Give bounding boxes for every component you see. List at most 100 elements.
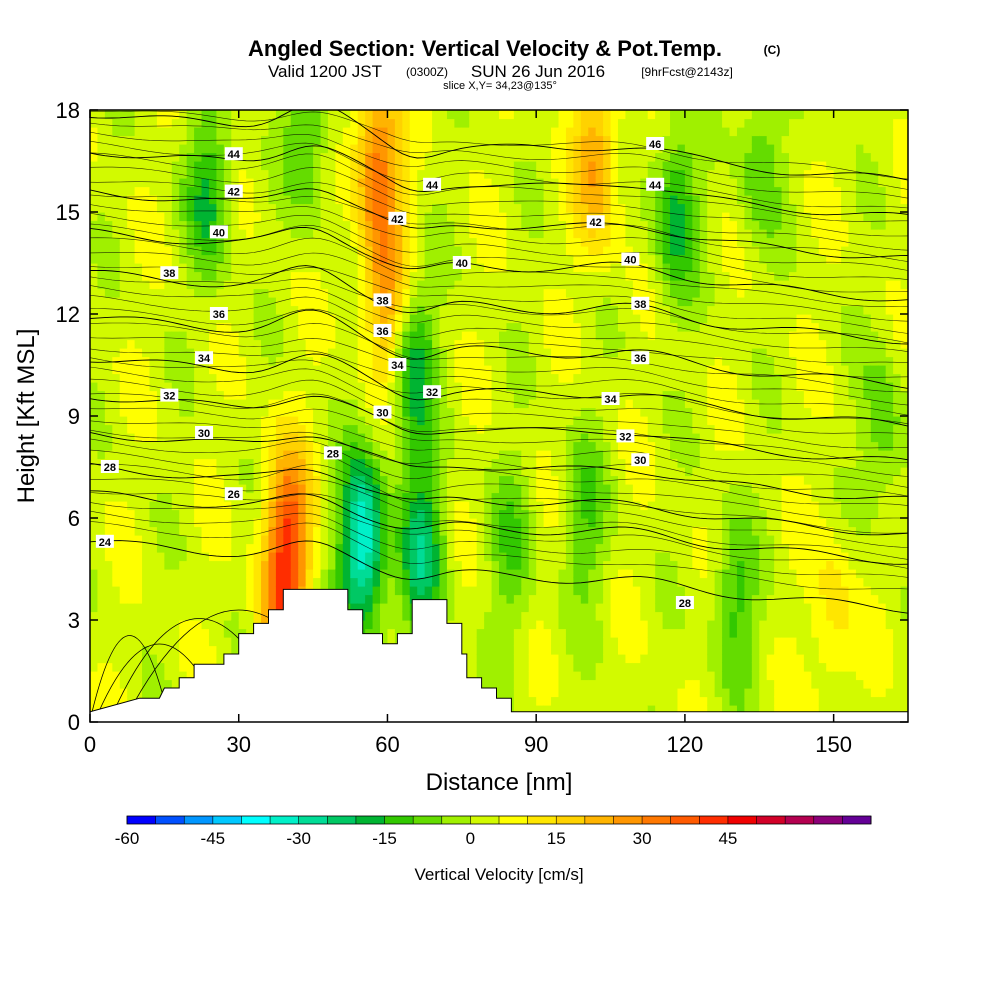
velocity-cell <box>506 492 515 502</box>
velocity-cell <box>446 365 455 375</box>
velocity-cell <box>104 526 113 536</box>
velocity-cell <box>565 246 574 256</box>
velocity-cell <box>171 594 180 604</box>
velocity-cell <box>380 484 389 494</box>
velocity-cell <box>536 288 545 298</box>
velocity-cell <box>216 560 225 570</box>
velocity-cell <box>134 637 143 647</box>
velocity-cell <box>320 441 329 451</box>
velocity-cell <box>97 424 106 434</box>
velocity-cell <box>171 603 180 613</box>
velocity-cell <box>424 365 433 375</box>
velocity-cell <box>506 467 515 477</box>
velocity-cell <box>104 407 113 417</box>
velocity-cell <box>365 577 374 587</box>
velocity-cell <box>127 484 136 494</box>
velocity-cell <box>179 348 188 358</box>
velocity-cell <box>127 178 136 188</box>
velocity-cell <box>476 560 485 570</box>
velocity-cell <box>551 611 560 621</box>
velocity-cell <box>238 127 247 137</box>
velocity-cell <box>506 237 515 247</box>
velocity-cell <box>551 212 560 222</box>
velocity-cell <box>261 178 270 188</box>
velocity-cell <box>536 229 545 239</box>
velocity-cell <box>335 110 344 120</box>
velocity-cell <box>372 628 381 638</box>
velocity-cell <box>543 433 552 443</box>
velocity-cell <box>588 118 597 128</box>
velocity-cell <box>268 373 277 383</box>
velocity-cell <box>543 110 552 120</box>
velocity-cell <box>521 365 530 375</box>
velocity-cell <box>142 637 151 647</box>
velocity-cell <box>409 229 418 239</box>
velocity-cell <box>231 399 240 409</box>
velocity-cell <box>186 611 195 621</box>
velocity-cell <box>469 322 478 332</box>
velocity-cell <box>380 586 389 596</box>
velocity-cell <box>97 322 106 332</box>
velocity-cell <box>156 543 165 553</box>
velocity-cell <box>171 373 180 383</box>
velocity-cell <box>149 118 158 128</box>
velocity-cell <box>97 407 106 417</box>
velocity-cell <box>506 535 515 545</box>
velocity-cell <box>528 127 537 137</box>
velocity-cell <box>179 271 188 281</box>
velocity-cell <box>208 586 218 596</box>
velocity-cell <box>342 492 351 502</box>
velocity-cell <box>201 203 210 213</box>
velocity-cell <box>335 433 344 443</box>
velocity-cell <box>127 475 136 485</box>
velocity-cell <box>149 688 158 698</box>
velocity-cell <box>261 271 270 281</box>
velocity-cell <box>320 407 329 417</box>
velocity-cell <box>179 424 188 434</box>
velocity-cell <box>261 560 270 570</box>
velocity-cell <box>454 543 463 553</box>
velocity-cell <box>342 373 351 383</box>
velocity-cell <box>320 526 329 536</box>
velocity-cell <box>320 382 329 392</box>
velocity-cell <box>402 407 411 417</box>
velocity-cell <box>491 433 500 443</box>
velocity-cell <box>357 161 366 171</box>
velocity-cell <box>476 186 485 196</box>
velocity-cell <box>194 492 203 502</box>
velocity-cell <box>454 492 463 502</box>
velocity-cell <box>573 696 582 706</box>
velocity-cell <box>580 118 589 128</box>
velocity-cell <box>201 127 210 137</box>
velocity-cell <box>268 288 277 298</box>
velocity-cell <box>179 356 188 366</box>
velocity-cell <box>543 586 552 596</box>
velocity-cell <box>305 127 314 137</box>
velocity-cell <box>179 628 188 638</box>
velocity-cell <box>253 433 262 443</box>
velocity-cell <box>342 535 351 545</box>
velocity-cell <box>134 679 143 689</box>
velocity-cell <box>484 637 493 647</box>
velocity-cell <box>506 322 515 332</box>
velocity-cell <box>290 526 299 536</box>
velocity-cell <box>290 195 299 205</box>
velocity-cell <box>253 501 262 511</box>
velocity-cell <box>305 237 314 247</box>
velocity-cell <box>253 203 262 213</box>
velocity-cell <box>565 543 574 553</box>
velocity-cell <box>499 118 508 128</box>
velocity-cell <box>127 254 136 264</box>
velocity-cell <box>186 637 195 647</box>
velocity-cell <box>372 501 381 511</box>
velocity-cell <box>521 671 530 681</box>
velocity-cell <box>484 526 493 536</box>
velocity-cell <box>543 220 552 230</box>
velocity-cell <box>171 280 180 290</box>
velocity-cell <box>387 195 396 205</box>
velocity-cell <box>439 331 448 341</box>
velocity-cell <box>179 577 188 587</box>
velocity-cell <box>90 518 99 528</box>
velocity-cell <box>246 475 255 485</box>
velocity-cell <box>164 169 173 179</box>
